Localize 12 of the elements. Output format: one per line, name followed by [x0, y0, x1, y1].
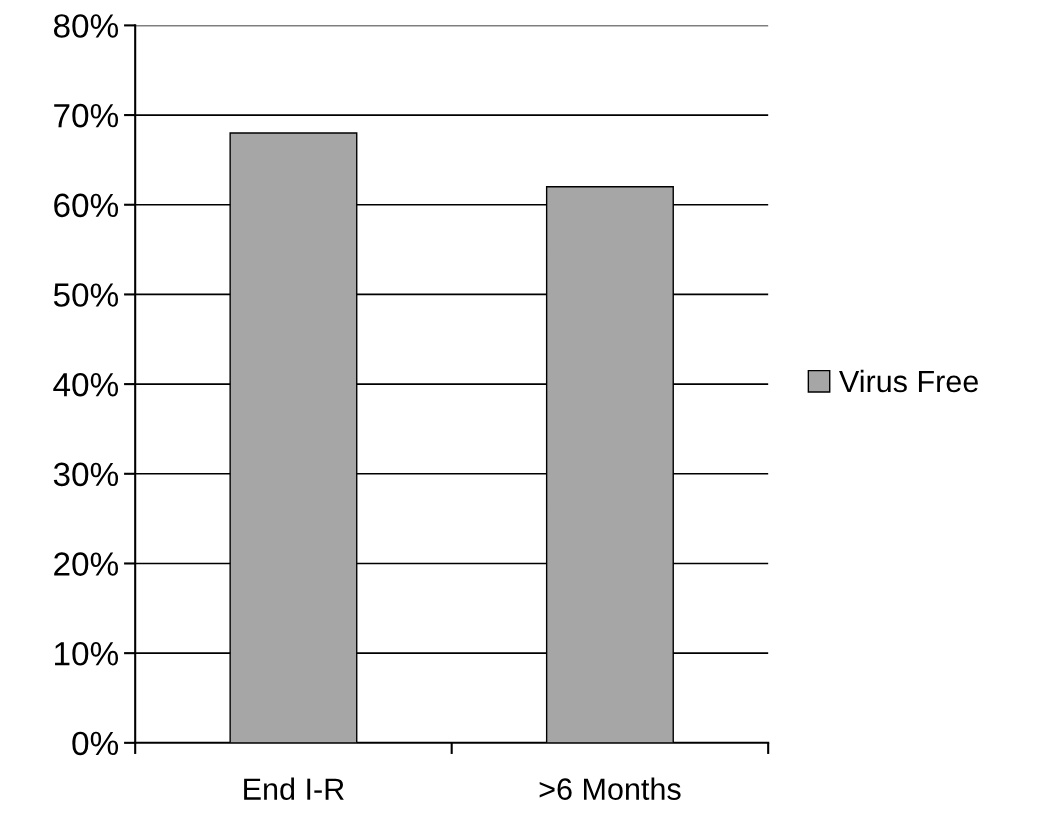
- y-tick-label: 70%: [54, 103, 119, 128]
- y-tick-label: 30%: [53, 462, 119, 487]
- y-tick-label: 50%: [53, 283, 119, 307]
- y-tick-label: 40%: [53, 372, 119, 397]
- y-tick-label: 0%: [72, 731, 119, 756]
- x-tick-label: End I-R: [244, 777, 344, 800]
- legend-label: Virus Free: [839, 369, 978, 393]
- y-tick-label: 60%: [54, 193, 119, 218]
- y-tick-label: 20%: [54, 552, 119, 576]
- x-tick-label: >6 Months: [539, 777, 681, 800]
- y-tick-label: 10%: [55, 641, 119, 666]
- y-tick-label: 80%: [53, 14, 119, 38]
